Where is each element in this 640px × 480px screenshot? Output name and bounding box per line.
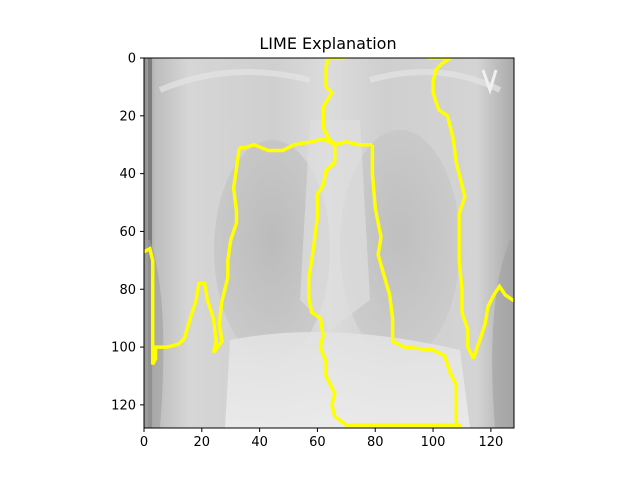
y-tick-label: 60	[119, 225, 136, 240]
x-tick-label: 120	[478, 435, 503, 450]
boundary-segment-4	[370, 144, 458, 426]
boundary-segment-3	[334, 139, 373, 147]
axes-frame	[143, 57, 515, 429]
x-tick-label: 40	[251, 435, 268, 450]
x-axis: 0 20 40 60 80 100 120	[140, 428, 503, 450]
x-tick-label: 0	[140, 435, 148, 450]
boundary-segment-7	[427, 58, 476, 360]
x-tick-label: 60	[309, 435, 326, 450]
boundary-segment-5	[239, 137, 336, 153]
chart-title: LIME Explanation	[259, 34, 396, 53]
y-tick-label: 20	[119, 109, 136, 124]
y-axis: 0 20 40 60 80 100 120	[111, 52, 144, 413]
y-tick-label: 0	[128, 52, 136, 67]
xray-image	[144, 58, 514, 428]
boundary-segment-2	[307, 58, 462, 427]
y-tick-label: 40	[119, 167, 136, 182]
y-tick-label: 80	[119, 283, 136, 298]
superpixel-boundaries	[144, 58, 514, 427]
boundary-segment-9	[144, 246, 219, 366]
boundary-segment-8	[471, 283, 514, 360]
boundary-segment-6	[211, 147, 242, 354]
y-tick-label: 100	[111, 341, 136, 356]
x-tick-label: 20	[194, 435, 211, 450]
x-tick-label: 80	[367, 435, 384, 450]
y-tick-label: 120	[111, 398, 136, 413]
x-tick-label: 100	[421, 435, 446, 450]
